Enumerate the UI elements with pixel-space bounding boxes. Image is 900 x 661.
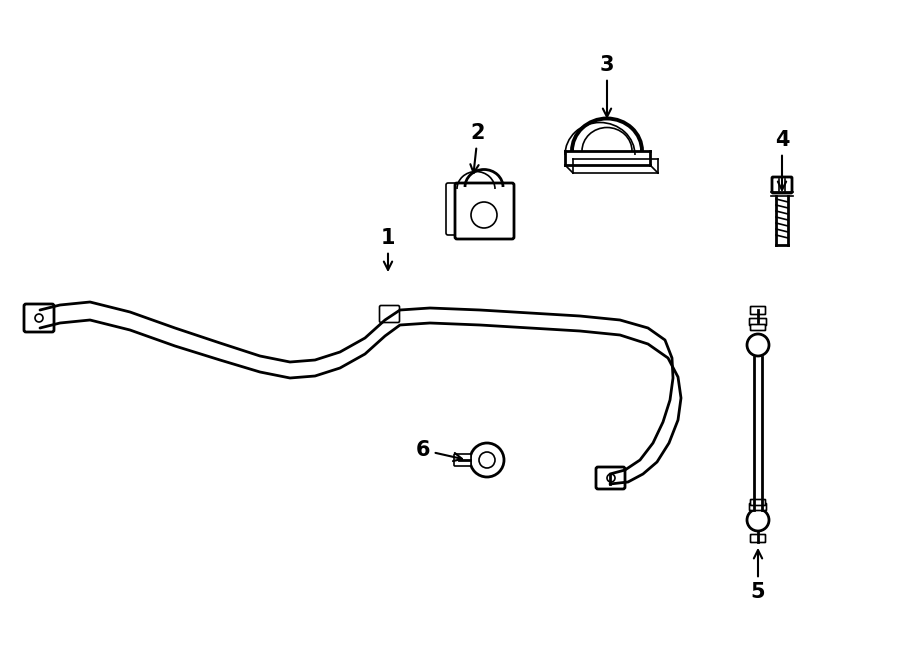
FancyBboxPatch shape [596, 467, 625, 489]
FancyBboxPatch shape [751, 307, 766, 315]
Circle shape [607, 474, 615, 482]
Circle shape [471, 202, 497, 228]
FancyBboxPatch shape [380, 305, 400, 323]
FancyBboxPatch shape [751, 500, 766, 506]
Circle shape [35, 314, 43, 322]
FancyBboxPatch shape [454, 454, 471, 466]
Circle shape [470, 443, 504, 477]
Text: 1: 1 [381, 228, 395, 270]
Text: 5: 5 [751, 550, 765, 602]
Text: 4: 4 [775, 130, 789, 190]
FancyBboxPatch shape [24, 304, 54, 332]
FancyBboxPatch shape [455, 183, 514, 239]
Text: 3: 3 [599, 55, 614, 117]
FancyBboxPatch shape [750, 319, 767, 325]
Circle shape [479, 452, 495, 468]
FancyBboxPatch shape [750, 504, 767, 510]
FancyBboxPatch shape [751, 325, 766, 330]
Text: 2: 2 [471, 123, 485, 173]
FancyBboxPatch shape [772, 177, 792, 193]
Circle shape [747, 334, 769, 356]
FancyBboxPatch shape [446, 183, 505, 235]
FancyBboxPatch shape [751, 535, 766, 543]
Text: 6: 6 [416, 440, 462, 461]
Circle shape [747, 509, 769, 531]
